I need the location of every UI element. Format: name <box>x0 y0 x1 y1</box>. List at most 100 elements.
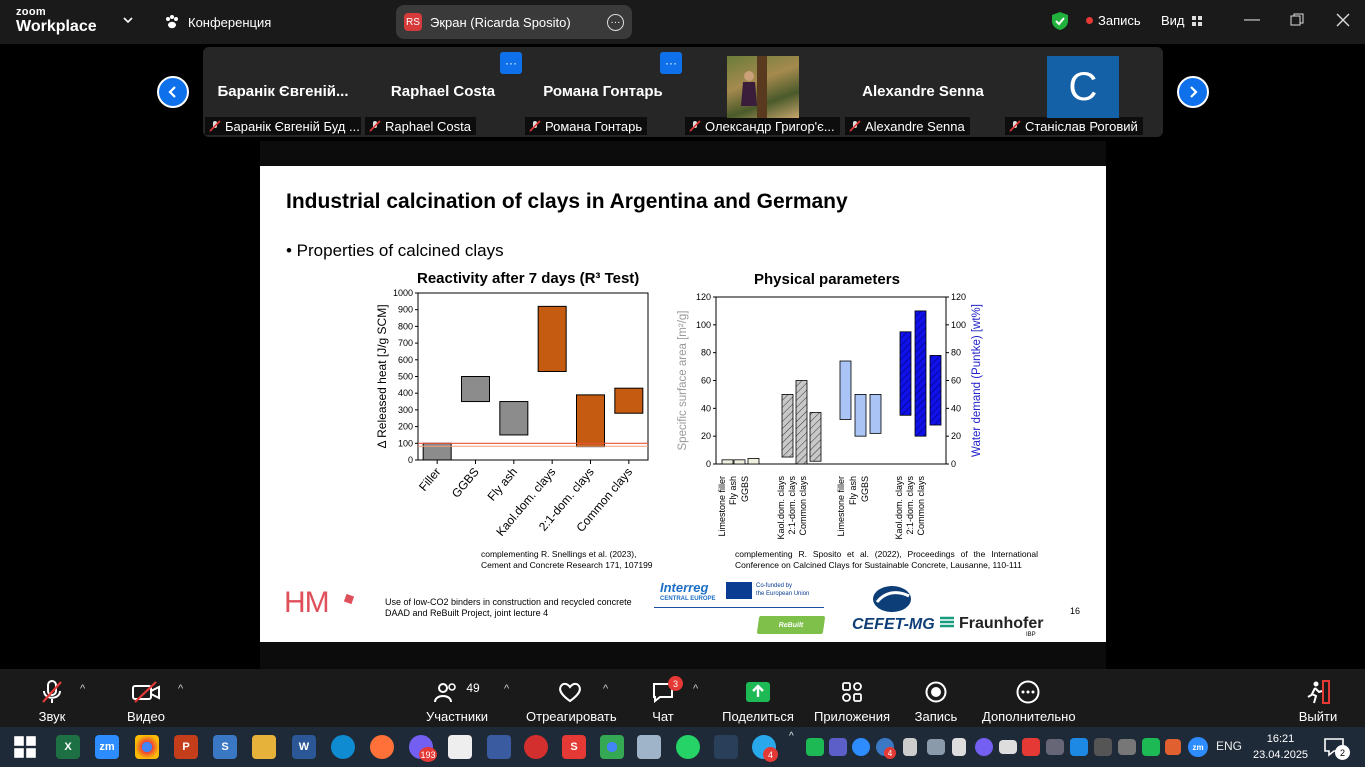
tray-app-icon[interactable] <box>1070 738 1088 756</box>
close-icon[interactable] <box>1336 13 1350 27</box>
chart2-bar-surface-area <box>747 458 760 465</box>
teams-icon[interactable] <box>829 738 847 756</box>
chart2-bar-surface-area <box>733 459 746 465</box>
participant-tile[interactable]: Олександр Григор'є... <box>683 47 843 137</box>
view-menu[interactable]: Вид <box>1161 13 1203 28</box>
app-gray-icon[interactable] <box>637 735 661 759</box>
chart2-bar-water-demand <box>839 360 852 420</box>
tray-viber-icon[interactable] <box>975 738 993 756</box>
whatsapp-icon[interactable] <box>676 735 700 759</box>
network-icon[interactable] <box>1094 738 1112 756</box>
mic-muted-icon <box>529 120 541 132</box>
language-indicator[interactable]: ENG <box>1216 739 1243 753</box>
chart2-category-label-left: Common clays <box>798 476 808 536</box>
caret-up-icon[interactable]: ^ <box>504 683 510 695</box>
app-s-red-icon[interactable]: S <box>562 735 586 759</box>
eu-line: Co-funded by <box>756 583 793 589</box>
edge-icon[interactable] <box>331 735 355 759</box>
tile-options-icon[interactable]: ··· <box>660 52 682 74</box>
tray-battery-icon[interactable] <box>999 740 1017 754</box>
chat-button[interactable]: Чат 3 <box>646 676 683 724</box>
caret-up-icon[interactable]: ^ <box>178 683 184 695</box>
zoom-app-icon[interactable]: zm <box>95 735 119 759</box>
app-s-icon[interactable]: S <box>213 735 237 759</box>
security-shield-icon[interactable] <box>1050 11 1070 31</box>
word-icon[interactable]: W <box>292 735 316 759</box>
chart2-ytick-label-left: 20 <box>701 431 711 441</box>
slide-title: Industrial calcination of clays in Argen… <box>286 190 848 213</box>
firefox-icon[interactable] <box>370 735 394 759</box>
minimize-icon[interactable]: — <box>1244 11 1260 28</box>
chrome-icon[interactable] <box>135 735 159 759</box>
leave-button[interactable]: Выйти <box>1298 679 1338 724</box>
tray-s-icon[interactable] <box>1022 738 1040 756</box>
caret-up-icon[interactable]: ^ <box>693 683 699 695</box>
tray-speaker-icon[interactable] <box>1165 739 1181 755</box>
video-button[interactable]: Видео <box>124 679 168 724</box>
screen-share-tab[interactable]: RS Экран (Ricarda Sposito) ··· <box>396 5 632 39</box>
participant-tile[interactable]: Raphael Costa Raphael Costa <box>363 47 523 137</box>
recording-indicator[interactable]: Запись <box>1086 13 1141 28</box>
tray-shield-icon[interactable] <box>1142 738 1160 756</box>
zoom-logo[interactable]: zoom Workplace <box>16 7 97 35</box>
chart2-ytick-label-right: 100 <box>951 320 966 330</box>
conference-menu[interactable]: Конференция <box>164 14 271 30</box>
audio-button[interactable]: Звук <box>30 679 74 724</box>
tray-overflow-icon[interactable]: ^ <box>789 731 794 742</box>
tray-display-icon[interactable] <box>927 739 945 755</box>
chat-badge: 3 <box>668 676 683 691</box>
chart1-ytick-label: 300 <box>398 405 413 415</box>
more-options-icon[interactable]: ··· <box>607 14 624 31</box>
apps-button[interactable]: Приложения <box>813 679 891 724</box>
sharer-avatar: RS <box>404 13 422 31</box>
tray-zoom-icon[interactable]: zm <box>1188 737 1208 757</box>
mic-muted-icon <box>369 120 381 132</box>
share-screen-icon <box>746 682 770 702</box>
participant-tile[interactable]: Романа Гонтарь Романа Гонтарь <box>523 47 683 137</box>
document-icon[interactable] <box>448 735 472 759</box>
wifi-icon[interactable] <box>1046 739 1064 755</box>
chevron-down-icon[interactable] <box>123 15 133 25</box>
system-clock[interactable]: 16:21 23.04.2025 <box>1253 731 1308 763</box>
volume-icon[interactable] <box>1118 739 1136 755</box>
chart1-category-label: GGBS <box>449 465 482 501</box>
tray-check-icon[interactable] <box>806 738 824 756</box>
gallery-prev-button[interactable] <box>157 76 189 108</box>
chart1-category-label: Filler <box>416 465 443 494</box>
person-photo-image <box>741 56 767 118</box>
participants-button[interactable]: 49 Участники <box>422 679 492 724</box>
app-wave-icon[interactable] <box>714 735 738 759</box>
interreg-logo: Interreg CENTRAL EUROPE Co-funded by the … <box>654 580 824 608</box>
chrome-profile-icon[interactable] <box>600 735 624 759</box>
app-red-icon[interactable] <box>524 735 548 759</box>
powerpoint-icon[interactable]: P <box>174 735 198 759</box>
restore-icon[interactable] <box>1290 13 1304 27</box>
caret-up-icon[interactable]: ^ <box>603 683 609 695</box>
excel-icon[interactable]: X <box>56 735 80 759</box>
participant-name: Raphael Costa <box>390 83 496 100</box>
participant-tile[interactable]: Баранік Євгеній... Баранік Євгеній Буд .… <box>203 47 363 137</box>
save-app-icon[interactable] <box>487 735 511 759</box>
tray-cloud-icon[interactable] <box>852 738 870 756</box>
chart2-bar-surface-area <box>795 380 808 465</box>
chart1-bar <box>537 305 567 372</box>
caret-up-icon[interactable]: ^ <box>80 683 86 695</box>
tray-device-icon[interactable] <box>952 738 966 756</box>
react-button[interactable]: Отреагировать <box>526 679 617 724</box>
more-button[interactable]: Дополнительно <box>982 679 1076 724</box>
participant-tile[interactable]: Alexandre Senna Alexandre Senna <box>843 47 1003 137</box>
record-button[interactable]: Запись <box>913 679 959 724</box>
mic-muted-icon <box>1009 120 1021 132</box>
file-explorer-icon[interactable] <box>252 735 276 759</box>
windows-start-icon[interactable] <box>13 735 37 759</box>
participant-tile[interactable]: Станіслав Роговий <box>1003 47 1163 137</box>
screen-share-label: Экран (Ricarda Sposito) <box>430 14 571 30</box>
tray-mic-icon[interactable] <box>903 738 917 756</box>
chart2-ytick-label-left: 80 <box>701 348 711 358</box>
notifications-icon[interactable] <box>1322 735 1346 759</box>
gallery-next-button[interactable] <box>1177 76 1209 108</box>
chart1-bar <box>576 394 605 448</box>
tile-options-icon[interactable]: ··· <box>500 52 522 74</box>
share-screen-button[interactable]: Поделиться <box>722 679 794 724</box>
